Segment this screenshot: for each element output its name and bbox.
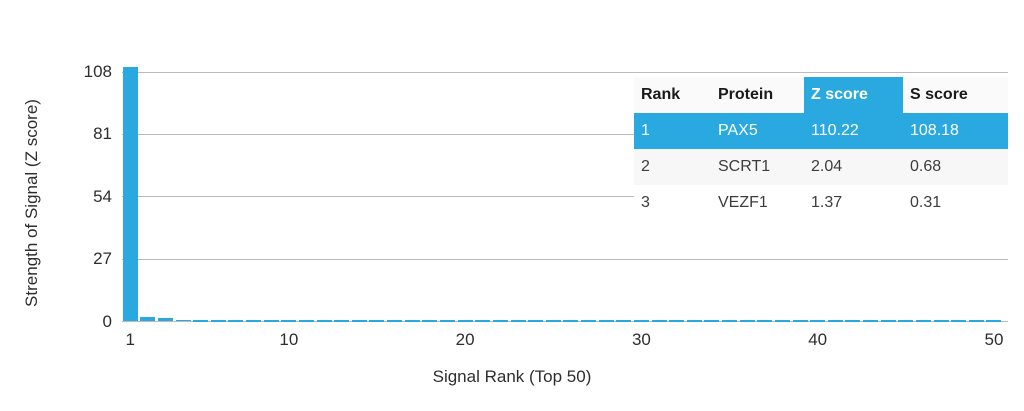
header-s-score: S score — [910, 86, 968, 103]
bar-rank-7[interactable] — [228, 320, 244, 322]
bar-rank-35[interactable] — [722, 320, 738, 322]
bar-rank-21[interactable] — [475, 320, 491, 322]
bar-rank-29[interactable] — [616, 320, 632, 322]
bar-rank-22[interactable] — [492, 320, 508, 322]
y-tick-0: 0 — [102, 311, 112, 331]
x-tick-20: 20 — [455, 330, 475, 349]
x-tick-50: 50 — [984, 330, 1004, 349]
cell-protein: VEZF1 — [718, 194, 768, 211]
bar-rank-19[interactable] — [440, 320, 455, 322]
x-tick-10: 10 — [279, 330, 299, 349]
bar-rank-16[interactable] — [387, 320, 403, 322]
bar-rank-11[interactable] — [298, 320, 314, 322]
bar-rank-3[interactable] — [157, 318, 173, 322]
bar-rank-9[interactable] — [263, 320, 279, 322]
bar-rank-46[interactable] — [915, 320, 931, 322]
bar-rank-42[interactable] — [845, 320, 861, 322]
bar-rank-45[interactable] — [898, 320, 914, 322]
bar-rank-13[interactable] — [334, 320, 350, 322]
bar-rank-30[interactable] — [633, 320, 649, 322]
bar-rank-14[interactable] — [351, 320, 367, 322]
bar-rank-1[interactable] — [122, 66, 138, 322]
x-tick-30: 30 — [631, 330, 651, 349]
bar-rank-39[interactable] — [792, 320, 808, 322]
cell-protein: PAX5 — [718, 122, 758, 139]
cell-protein: SCRT1 — [718, 158, 771, 175]
bar-rank-4[interactable] — [175, 319, 191, 322]
bar-rank-48[interactable] — [951, 320, 967, 322]
bar-rank-25[interactable] — [545, 320, 561, 322]
bar-rank-31[interactable] — [651, 320, 667, 322]
y-axis-title: Strength of Signal (Z score) — [22, 99, 41, 307]
header-rank: Rank — [641, 86, 681, 103]
bar-rank-38[interactable] — [774, 320, 790, 322]
bar-rank-28[interactable] — [598, 320, 614, 322]
bar-rank-32[interactable] — [669, 320, 685, 322]
bar-rank-34[interactable] — [704, 320, 720, 322]
x-axis-title: Signal Rank (Top 50) — [432, 367, 592, 386]
bar-rank-47[interactable] — [933, 320, 949, 322]
header-protein: Protein — [718, 86, 774, 103]
table-row-pax5[interactable]: 1 PAX5 110.22 108.18 — [634, 113, 1008, 149]
gridline-y-27 — [122, 258, 1008, 260]
gridline-y-0 — [122, 321, 1008, 322]
cell-rank: 1 — [641, 122, 650, 139]
cell-s-score: 0.68 — [910, 158, 942, 175]
cell-z-score: 2.04 — [811, 158, 843, 175]
cell-rank: 2 — [641, 158, 650, 175]
cell-s-score: 0.31 — [910, 194, 942, 211]
cell-z-score: 1.37 — [811, 194, 843, 211]
cell-rank: 3 — [641, 194, 650, 211]
bar-rank-12[interactable] — [316, 320, 332, 322]
bar-rank-8[interactable] — [246, 320, 262, 322]
bar-rank-10[interactable] — [281, 320, 297, 322]
gridline-y-54 — [122, 196, 1008, 198]
table-header-row: Rank Protein Z score S score — [634, 77, 1008, 113]
bar-rank-20[interactable] — [457, 320, 473, 322]
bar-rank-33[interactable] — [686, 320, 702, 322]
bar-rank-40[interactable] — [810, 320, 826, 322]
gridline-y-108 — [122, 71, 1008, 73]
bar-rank-15[interactable] — [369, 320, 385, 322]
bar-rank-43[interactable] — [863, 320, 879, 322]
bar-rank-49[interactable] — [968, 320, 984, 322]
bar-rank-50[interactable] — [986, 320, 1002, 322]
bar-rank-5[interactable] — [193, 320, 209, 322]
y-tick-81: 81 — [93, 124, 112, 144]
cell-z-score: 110.22 — [811, 122, 859, 139]
y-tick-54: 54 — [93, 186, 112, 206]
bar-rank-37[interactable] — [757, 320, 773, 322]
bar-rank-6[interactable] — [210, 320, 226, 322]
header-z-score: Z score — [804, 77, 903, 113]
bar-rank-23[interactable] — [510, 320, 526, 322]
x-tick-1: 1 — [125, 330, 135, 349]
cell-s-score: 108.18 — [910, 122, 959, 139]
bar-rank-24[interactable] — [528, 320, 544, 322]
bar-rank-27[interactable] — [581, 320, 597, 322]
bar-rank-17[interactable] — [404, 320, 420, 322]
x-tick-40: 40 — [808, 330, 828, 349]
bar-rank-44[interactable] — [880, 320, 896, 322]
y-tick-27: 27 — [93, 249, 112, 269]
bar-rank-2[interactable] — [140, 316, 156, 322]
bar-rank-18[interactable] — [422, 320, 438, 322]
gridline-y-81 — [122, 133, 1008, 135]
y-tick-108: 108 — [83, 62, 112, 81]
table-row-vezf1[interactable]: 3 VEZF1 1.37 0.31 — [634, 185, 1008, 221]
score-table: Rank Protein Z score S score 1 PAX5 110.… — [634, 77, 1008, 221]
bar-rank-41[interactable] — [827, 320, 843, 322]
table-row-scrt1[interactable]: 2 SCRT1 2.04 0.68 — [634, 149, 1008, 185]
bar-rank-36[interactable] — [739, 320, 755, 322]
bar-rank-26[interactable] — [563, 320, 579, 322]
